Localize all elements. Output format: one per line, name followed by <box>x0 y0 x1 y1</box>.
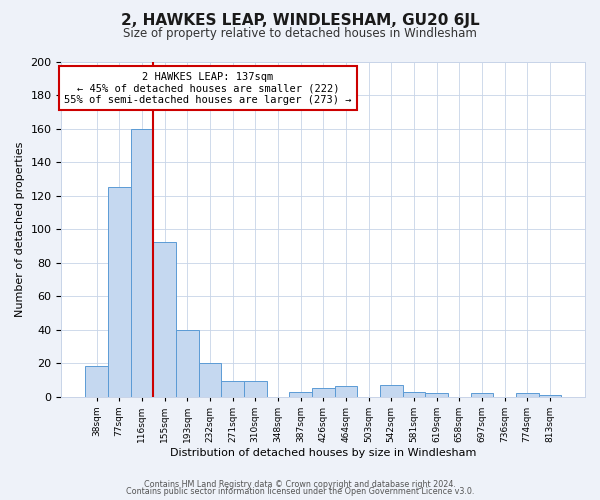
Text: Contains HM Land Registry data © Crown copyright and database right 2024.: Contains HM Land Registry data © Crown c… <box>144 480 456 489</box>
Bar <box>153 242 176 396</box>
Bar <box>335 386 357 396</box>
Text: 2 HAWKES LEAP: 137sqm
← 45% of detached houses are smaller (222)
55% of semi-det: 2 HAWKES LEAP: 137sqm ← 45% of detached … <box>64 72 352 105</box>
Bar <box>131 128 153 396</box>
Bar <box>199 363 221 396</box>
Bar <box>470 393 493 396</box>
Bar <box>244 382 266 396</box>
Text: Size of property relative to detached houses in Windlesham: Size of property relative to detached ho… <box>123 28 477 40</box>
Bar <box>380 385 403 396</box>
Bar <box>539 395 561 396</box>
Bar <box>85 366 108 396</box>
Bar <box>516 393 539 396</box>
Bar <box>108 187 131 396</box>
X-axis label: Distribution of detached houses by size in Windlesham: Distribution of detached houses by size … <box>170 448 476 458</box>
Bar <box>289 392 312 396</box>
Bar <box>221 382 244 396</box>
Bar <box>176 330 199 396</box>
Bar <box>403 392 425 396</box>
Bar <box>312 388 335 396</box>
Text: Contains public sector information licensed under the Open Government Licence v3: Contains public sector information licen… <box>126 488 474 496</box>
Text: 2, HAWKES LEAP, WINDLESHAM, GU20 6JL: 2, HAWKES LEAP, WINDLESHAM, GU20 6JL <box>121 12 479 28</box>
Bar <box>425 393 448 396</box>
Y-axis label: Number of detached properties: Number of detached properties <box>15 142 25 316</box>
